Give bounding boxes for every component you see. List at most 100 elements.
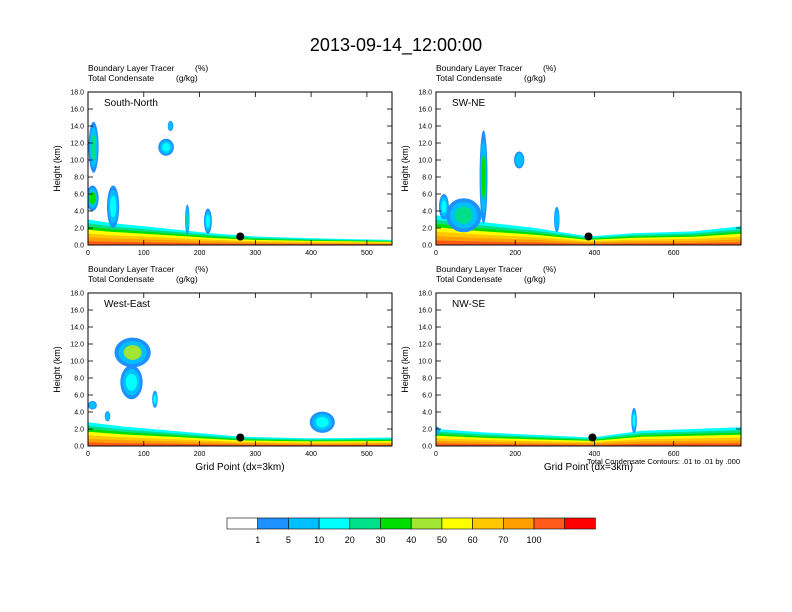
ytick-label: 12.0 xyxy=(418,141,432,148)
colorbar-swatch-4 xyxy=(349,517,381,530)
label-boundary-layer-tracer: Boundary Layer Tracer xyxy=(88,63,175,73)
cloud-core-6 xyxy=(205,214,210,228)
ytick-label: 6.0 xyxy=(74,192,84,199)
colorbar-label: 20 xyxy=(345,535,355,545)
panel-name: South-North xyxy=(104,98,158,109)
cloud-core-0 xyxy=(481,153,486,201)
cloud-core-2 xyxy=(516,155,522,165)
xtick-label: 0 xyxy=(434,451,438,458)
colorbar-swatch-11 xyxy=(564,517,596,530)
colorbar-label: 40 xyxy=(406,535,416,545)
colorbar-label: 60 xyxy=(468,535,478,545)
ytick-label: 4.0 xyxy=(74,209,84,216)
cloud-core-4 xyxy=(169,123,172,129)
ytick-label: 0.0 xyxy=(74,444,84,451)
ytick-label: 2.0 xyxy=(74,226,84,233)
ytick-label: 14.0 xyxy=(70,124,84,131)
label-tracer-unit: (%) xyxy=(543,63,556,73)
ytick-label: 16.0 xyxy=(418,107,432,114)
xtick-label: 200 xyxy=(509,250,521,257)
cloud-core-4 xyxy=(90,403,95,408)
panel-west-east: Boundary Layer Tracer (%) Total Condensate… xyxy=(52,264,393,473)
plot-area xyxy=(436,130,741,245)
cloud-core-4 xyxy=(441,200,447,214)
tracer-band-100 xyxy=(88,442,392,446)
ytick-label: 10.0 xyxy=(70,158,84,165)
ytick-label: 2.0 xyxy=(422,226,432,233)
xtick-label: 300 xyxy=(249,451,261,458)
xtick-label: 200 xyxy=(509,451,521,458)
panel-name: West-East xyxy=(104,299,150,310)
xtick-label: 400 xyxy=(305,451,317,458)
colorbar-swatch-3 xyxy=(318,517,351,530)
cloud-core-3 xyxy=(555,213,559,226)
site-marker xyxy=(584,232,593,241)
ylabel: Height (km) xyxy=(400,346,410,393)
ytick-label: 18.0 xyxy=(418,90,432,97)
xtick-label: 500 xyxy=(361,250,373,257)
xtick-label: 300 xyxy=(249,250,261,257)
cloud-core-0 xyxy=(632,414,636,427)
site-marker xyxy=(236,433,245,442)
ytick-label: 12.0 xyxy=(70,141,84,148)
ytick-label: 0.0 xyxy=(422,444,432,451)
plot-frame xyxy=(435,292,742,447)
ytick-label: 8.0 xyxy=(74,376,84,383)
plot-frame xyxy=(87,91,393,246)
ytick-label: 2.0 xyxy=(74,427,84,434)
site-marker xyxy=(236,232,245,241)
panel-name: SW-NE xyxy=(452,98,485,109)
colorbar-label: 100 xyxy=(526,535,541,545)
label-condensate-unit: (g/kg) xyxy=(524,73,546,83)
ytick-label: 14.0 xyxy=(418,124,432,131)
ytick-label: 18.0 xyxy=(418,291,432,298)
plot-frame xyxy=(87,292,393,447)
cloud-core-5 xyxy=(106,413,109,419)
ytick-label: 16.0 xyxy=(70,107,84,114)
panel-sw-ne: Boundary Layer Tracer (%) Total Condensate… xyxy=(400,63,742,257)
cloud-core-0 xyxy=(91,134,97,160)
ytick-label: 10.0 xyxy=(418,158,432,165)
ytick-label: 16.0 xyxy=(70,308,84,315)
site-marker xyxy=(588,433,597,442)
colorbar-swatch-9 xyxy=(502,517,535,530)
cloud-core-3 xyxy=(316,416,329,428)
colorbar-label: 70 xyxy=(498,535,508,545)
cloud-core-3 xyxy=(162,143,170,152)
colorbar: 1 5 10 20 30 40 50 60 70 100 xyxy=(226,517,596,545)
ytick-label: 6.0 xyxy=(74,393,84,400)
ytick-label: 6.0 xyxy=(422,192,432,199)
label-boundary-layer-tracer: Boundary Layer Tracer xyxy=(436,63,523,73)
label-total-condensate: Total Condensate xyxy=(88,274,154,284)
colorbar-label: 5 xyxy=(286,535,291,545)
cloud-core-1 xyxy=(125,373,138,391)
plot-area xyxy=(88,337,392,446)
label-condensate-unit: (g/kg) xyxy=(524,274,546,284)
ytick-label: 14.0 xyxy=(418,325,432,332)
panel-south-north: Boundary Layer Tracer (%) Total Condensate… xyxy=(52,63,393,257)
ytick-label: 4.0 xyxy=(74,410,84,417)
ytick-label: 0.0 xyxy=(74,243,84,250)
plot-frame xyxy=(435,91,742,246)
xtick-label: 400 xyxy=(305,250,317,257)
ytick-label: 8.0 xyxy=(422,376,432,383)
plot-area xyxy=(436,407,741,446)
ytick-label: 0.0 xyxy=(422,243,432,250)
ytick-label: 16.0 xyxy=(418,308,432,315)
colorbar-label: 30 xyxy=(375,535,385,545)
xlabel: Grid Point (dx=3km) xyxy=(544,462,633,473)
label-total-condensate: Total Condensate xyxy=(436,73,502,83)
label-tracer-unit: (%) xyxy=(195,63,208,73)
xtick-label: 0 xyxy=(434,250,438,257)
ylabel: Height (km) xyxy=(52,145,62,192)
ytick-label: 8.0 xyxy=(422,175,432,182)
ytick-label: 10.0 xyxy=(418,359,432,366)
ytick-label: 10.0 xyxy=(70,359,84,366)
ytick-label: 14.0 xyxy=(70,325,84,332)
xtick-label: 600 xyxy=(668,451,680,458)
label-boundary-layer-tracer: Boundary Layer Tracer xyxy=(88,264,175,274)
label-total-condensate: Total Condensate xyxy=(436,274,502,284)
colorbar-swatch-2 xyxy=(288,517,320,530)
ytick-label: 18.0 xyxy=(70,90,84,97)
